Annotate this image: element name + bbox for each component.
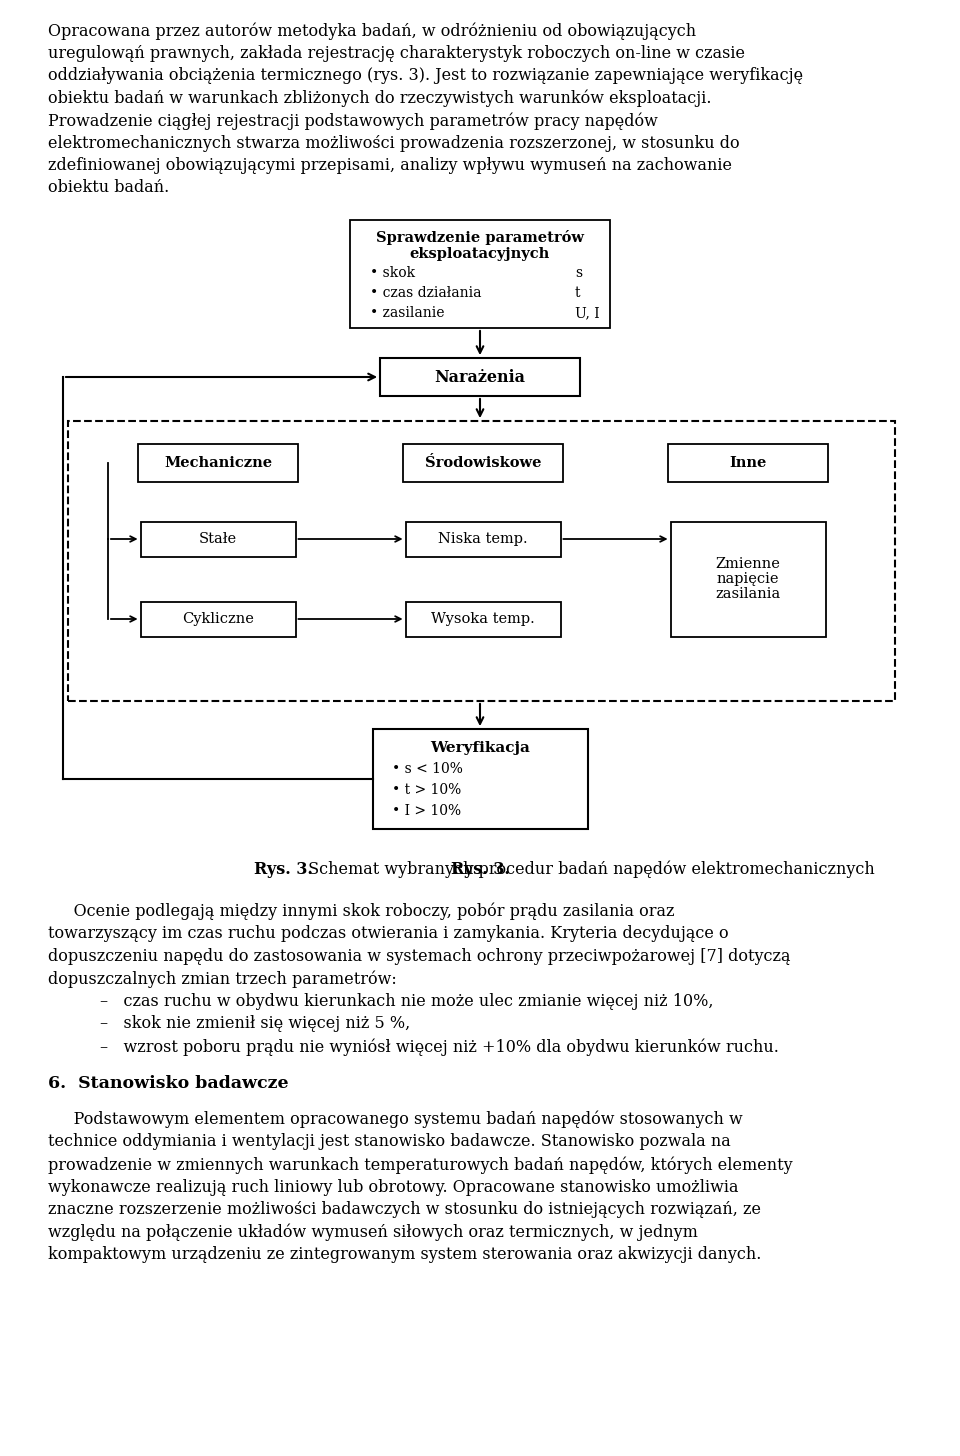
- Text: –   skok nie zmienił się więcej niż 5 %,: – skok nie zmienił się więcej niż 5 %,: [100, 1015, 410, 1032]
- Text: Narażenia: Narażenia: [435, 368, 525, 386]
- Text: dopuszczalnych zmian trzech parametrów:: dopuszczalnych zmian trzech parametrów:: [48, 971, 396, 989]
- Text: technice oddymiania i wentylacji jest stanowisko badawcze. Stanowisko pozwala na: technice oddymiania i wentylacji jest st…: [48, 1134, 731, 1150]
- Text: Schemat wybranych procedur badań napędów elektromechanicznych: Schemat wybranych procedur badań napędów…: [303, 860, 875, 878]
- Bar: [405, 601, 561, 636]
- Text: Stałe: Stałe: [199, 531, 237, 546]
- Text: –   wzrost poboru prądu nie wyniósł więcej niż +10% dla obydwu kierunków ruchu.: – wzrost poboru prądu nie wyniósł więcej…: [100, 1038, 779, 1056]
- Text: Mechaniczne: Mechaniczne: [164, 456, 272, 470]
- Text: Rys. 3.: Rys. 3.: [254, 860, 313, 878]
- Text: • s < 10%: • s < 10%: [393, 761, 464, 776]
- Text: Wysoka temp.: Wysoka temp.: [431, 612, 535, 626]
- Text: • I > 10%: • I > 10%: [393, 804, 462, 818]
- Text: 6.  Stanowisko badawcze: 6. Stanowisko badawcze: [48, 1075, 289, 1092]
- Text: Cykliczne: Cykliczne: [182, 612, 254, 626]
- Bar: [668, 444, 828, 482]
- Text: Sprawdzenie parametrów: Sprawdzenie parametrów: [376, 230, 584, 245]
- Bar: [403, 444, 563, 482]
- Bar: [350, 220, 610, 328]
- Text: U, I: U, I: [575, 306, 600, 320]
- Text: Niska temp.: Niska temp.: [438, 531, 528, 546]
- Text: Weryfikacja: Weryfikacja: [430, 741, 530, 756]
- Text: • skok: • skok: [370, 266, 415, 280]
- Text: Rys. 3.: Rys. 3.: [450, 860, 510, 878]
- Text: s: s: [575, 266, 582, 280]
- Text: oddziaływania obciążenia termicznego (rys. 3). Jest to rozwiązanie zapewniające : oddziaływania obciążenia termicznego (ry…: [48, 67, 804, 84]
- Bar: [405, 521, 561, 556]
- Text: obiektu badań.: obiektu badań.: [48, 179, 169, 197]
- Bar: [670, 521, 826, 636]
- Text: dopuszczeniu napędu do zastosowania w systemach ochrony przeciwpożarowej [7] dot: dopuszczeniu napędu do zastosowania w sy…: [48, 948, 790, 965]
- Text: napięcie: napięcie: [717, 572, 780, 585]
- Text: zasilania: zasilania: [715, 587, 780, 601]
- Text: względu na połączenie układów wymuseń siłowych oraz termicznych, w jednym: względu na połączenie układów wymuseń si…: [48, 1223, 698, 1241]
- Bar: [372, 729, 588, 828]
- Bar: [138, 444, 298, 482]
- Bar: [68, 421, 895, 700]
- Text: Prowadzenie ciągłej rejestracji podstawowych parametrów pracy napędów: Prowadzenie ciągłej rejestracji podstawo…: [48, 112, 658, 130]
- Text: Inne: Inne: [730, 456, 767, 470]
- Text: zdefiniowanej obowiązującymi przepisami, analizy wpływu wymuseń na zachowanie: zdefiniowanej obowiązującymi przepisami,…: [48, 157, 732, 175]
- Text: Środowiskowe: Środowiskowe: [424, 456, 541, 470]
- Text: –   czas ruchu w obydwu kierunkach nie może ulec zmianie więcej niż 10%,: – czas ruchu w obydwu kierunkach nie moż…: [100, 993, 713, 1010]
- Bar: [140, 601, 296, 636]
- Text: prowadzenie w zmiennych warunkach temperaturowych badań napędów, których element: prowadzenie w zmiennych warunkach temper…: [48, 1156, 793, 1174]
- Text: elektromechanicznych stwarza możliwości prowadzenia rozszerzonej, w stosunku do: elektromechanicznych stwarza możliwości …: [48, 134, 739, 151]
- Text: • t > 10%: • t > 10%: [393, 783, 462, 796]
- Text: Zmienne: Zmienne: [715, 558, 780, 571]
- Text: Ocenie podlegają między innymi skok roboczy, pobór prądu zasilania oraz: Ocenie podlegają między innymi skok robo…: [48, 903, 675, 920]
- Text: obiektu badań w warunkach zbliżonych do rzeczywistych warunków eksploatacji.: obiektu badań w warunkach zbliżonych do …: [48, 89, 711, 106]
- Text: kompaktowym urządzeniu ze zintegrowanym system sterowania oraz akwizycji danych.: kompaktowym urządzeniu ze zintegrowanym …: [48, 1246, 761, 1262]
- Text: eksploatacyjnych: eksploatacyjnych: [410, 248, 550, 261]
- Text: znaczne rozszerzenie możliwości badawczych w stosunku do istniejących rozwiązań,: znaczne rozszerzenie możliwości badawczy…: [48, 1201, 761, 1219]
- Text: towarzyszący im czas ruchu podczas otwierania i zamykania. Kryteria decydujące o: towarzyszący im czas ruchu podczas otwie…: [48, 926, 729, 942]
- Text: t: t: [575, 285, 581, 300]
- Text: • czas działania: • czas działania: [370, 285, 482, 300]
- Bar: [380, 358, 580, 396]
- Text: Opracowana przez autorów metodyka badań, w odróżnieniu od obowiązujących: Opracowana przez autorów metodyka badań,…: [48, 22, 696, 39]
- Text: uregulowąń prawnych, zakłada rejestrację charakterystyk roboczych on-line w czas: uregulowąń prawnych, zakłada rejestrację…: [48, 45, 745, 61]
- Text: • zasilanie: • zasilanie: [370, 306, 444, 320]
- Text: wykonawcze realizują ruch liniowy lub obrotowy. Opracowane stanowisko umożliwia: wykonawcze realizują ruch liniowy lub ob…: [48, 1178, 738, 1195]
- Text: Podstawowym elementem opracowanego systemu badań napędów stosowanych w: Podstawowym elementem opracowanego syste…: [48, 1111, 743, 1128]
- Bar: [140, 521, 296, 556]
